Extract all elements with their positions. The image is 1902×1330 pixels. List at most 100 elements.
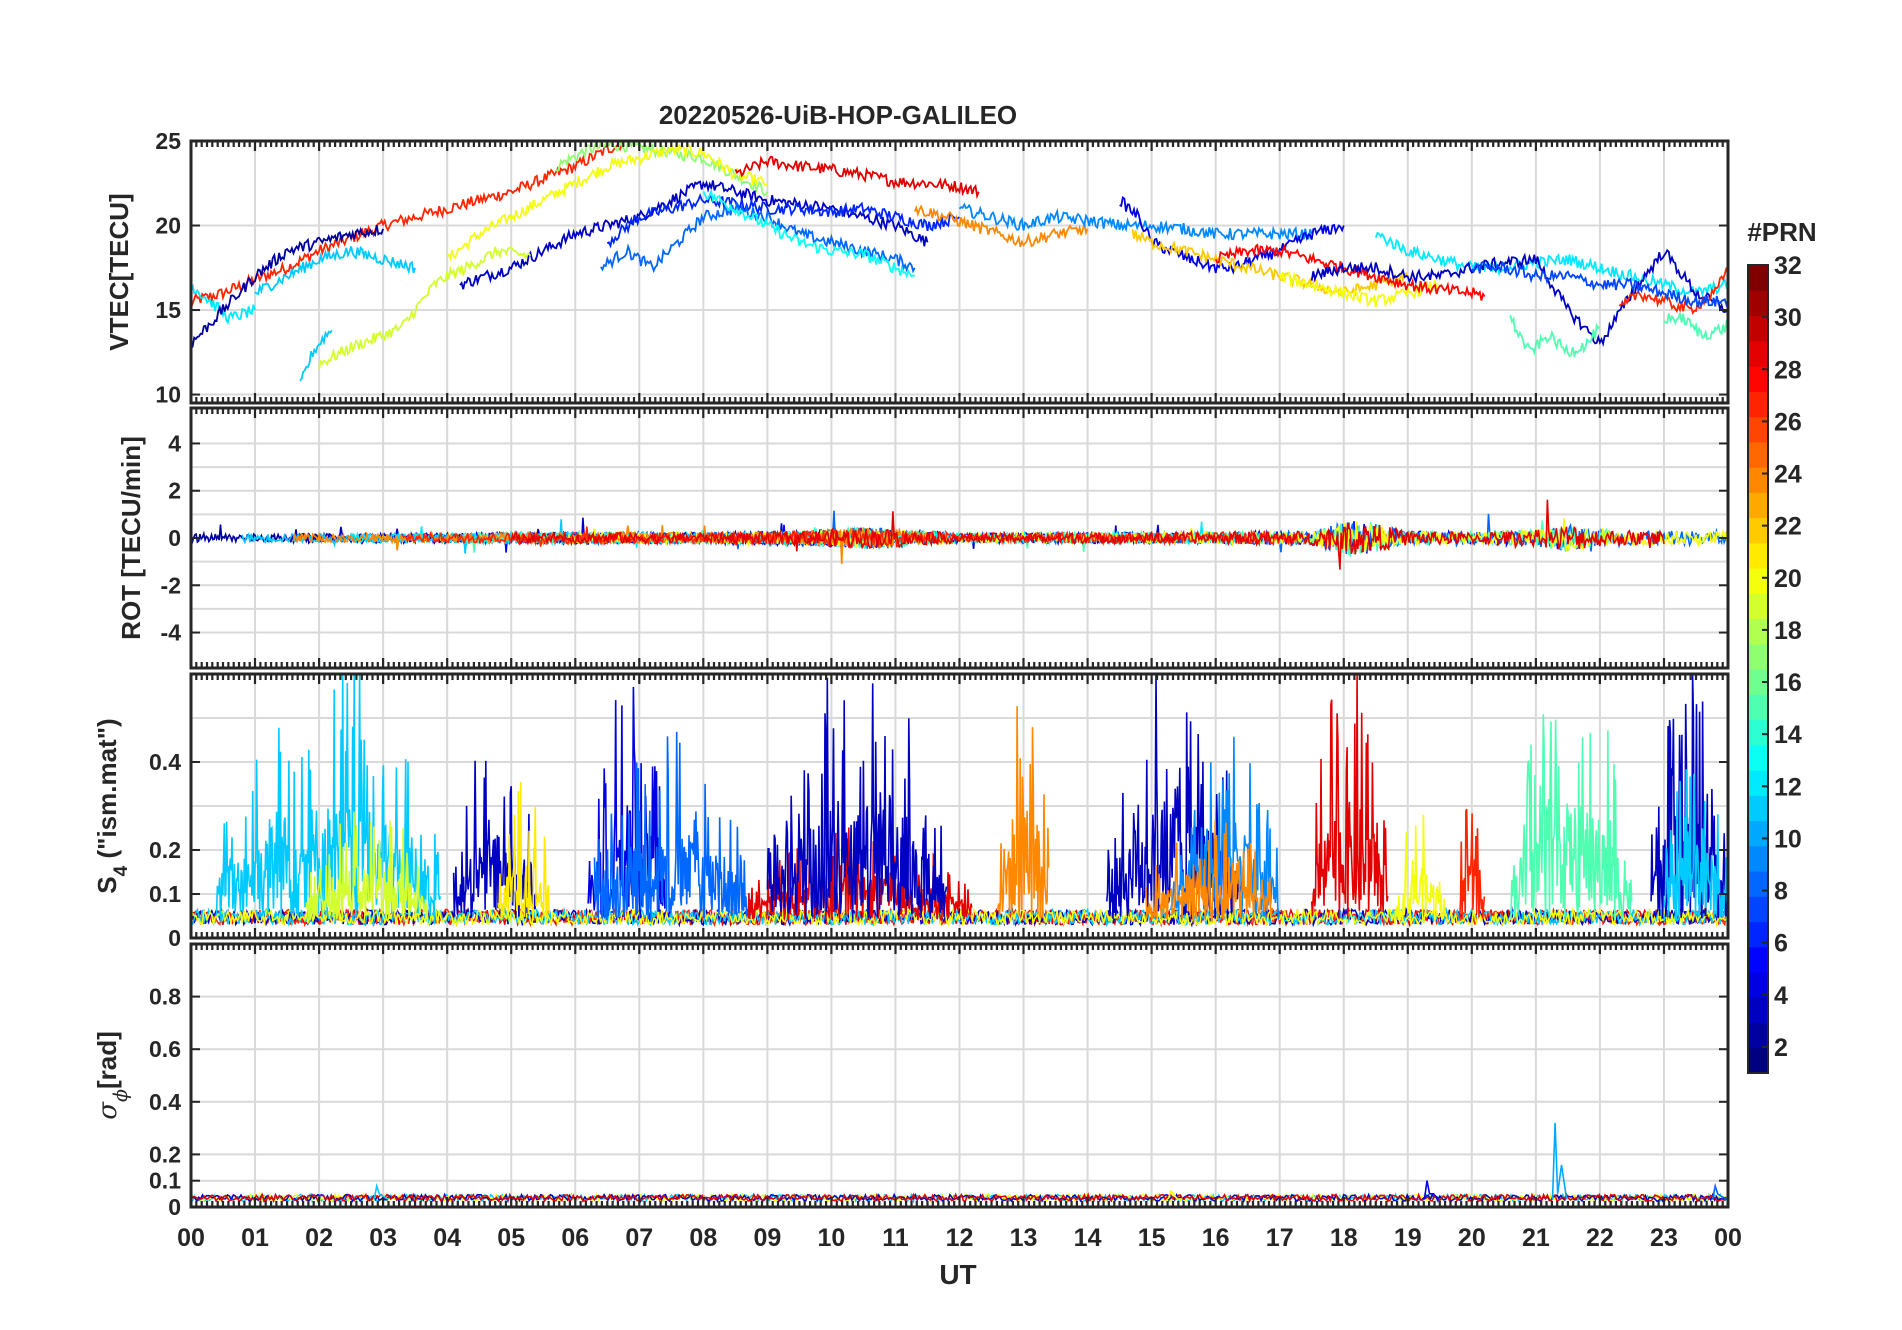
vtec-series-prn-7: [1471, 260, 1728, 308]
sigma-spike-prn-10: [1551, 1122, 1568, 1200]
y-tick-label: 0.4: [149, 749, 181, 775]
colorbar-segment: [1748, 871, 1768, 897]
s4-burst-prn-15: [1509, 714, 1633, 921]
colorbar-tick-label: 24: [1774, 461, 1802, 489]
vtec-series-prn-2: [191, 225, 384, 350]
x-tick-label: 18: [1330, 1224, 1358, 1252]
x-tick-label: 20: [1458, 1224, 1486, 1252]
x-tick-label: 16: [1202, 1224, 1230, 1252]
s4-burst-prn-24: [997, 706, 1050, 919]
x-tick-label: 12: [946, 1224, 974, 1252]
colorbar-segment: [1748, 896, 1768, 923]
vtec-series-prn-12: [1374, 231, 1728, 298]
vtec-series-prn-3: [1310, 248, 1728, 347]
y-tick-label: 20: [155, 213, 181, 239]
y-tick-label: 0.8: [149, 984, 181, 1010]
figure-title: 20220526-UiB-HOP-GALILEO: [659, 100, 1017, 130]
colorbar-segment: [1748, 265, 1768, 291]
colorbar-tick-label: 28: [1774, 356, 1802, 384]
vtec-series-prn-20: [1278, 270, 1441, 308]
x-tick-label: 00: [1714, 1224, 1742, 1252]
s4-burst-prn-24: [1144, 820, 1274, 923]
colorbar-segment: [1748, 315, 1768, 342]
y-tick-label: 2: [168, 478, 181, 504]
colorbar-tick-label: 14: [1774, 721, 1802, 749]
colorbar-tick-label: 8: [1774, 878, 1788, 906]
y-axis-label: VTEC[TECU]: [104, 193, 134, 350]
vtec-series-prn-12: [191, 284, 256, 325]
sigma-spike-prn-11: [373, 1182, 389, 1200]
colorbar-segment: [1748, 1022, 1768, 1049]
colorbar-segment: [1748, 719, 1768, 746]
x-tick-label: 17: [1266, 1224, 1294, 1252]
y-tick-label: 4: [168, 430, 181, 456]
y-axis-label: S4 ("ism.mat"): [92, 718, 132, 893]
x-minor-ticks: [189, 674, 1730, 938]
panels: 10 15 20 25 VTEC[TECU] -4 -2 0 2 4 ROT [TECU/min] 0…: [92, 128, 1730, 1220]
vtec-series-prn-22: [1131, 229, 1409, 297]
vtec-series-prn-4: [1119, 195, 1345, 275]
vtec-series-prn-3: [459, 180, 929, 290]
colorbar-segment: [1748, 694, 1768, 721]
x-tick-label: 00: [177, 1224, 205, 1252]
y-tick-label: 0: [168, 925, 181, 951]
vtec-series-prn-11: [299, 329, 333, 382]
colorbar-segment: [1748, 845, 1768, 872]
colorbar-segment: [1748, 492, 1768, 519]
y-tick-label: 0: [168, 1194, 181, 1220]
s4-burst-prn-3: [452, 760, 538, 919]
s4-burst-prn-21: [497, 781, 550, 921]
rot-series-prn-29: [510, 499, 1665, 570]
y-tick-label: 0.1: [149, 1168, 181, 1194]
colorbar-segment: [1748, 744, 1768, 771]
y-tick-label: -4: [161, 620, 182, 646]
y-tick-label: 25: [155, 128, 181, 154]
vtec-series-prn-11: [254, 245, 416, 296]
colorbar-tick-label: 12: [1774, 773, 1802, 801]
colorbar-segment: [1748, 820, 1768, 847]
colorbar-segment: [1748, 517, 1768, 544]
sigma-spike-prn-8: [1711, 1182, 1728, 1200]
x-tick-label: 15: [1138, 1224, 1166, 1252]
colorbar-segment: [1748, 1047, 1768, 1074]
panel-4: 00.10.2 0.4 0.6 0.8 σϕ[rad]: [92, 942, 1730, 1220]
y-tick-label: 15: [155, 297, 181, 323]
colorbar-segment: [1748, 946, 1768, 973]
rot-series-prn-24: [292, 525, 934, 565]
y-tick-label: 0.1: [149, 881, 181, 907]
sigma-spike-prn-20: [1167, 1189, 1183, 1200]
x-minor-ticks: [189, 944, 1730, 1207]
s4-baseline-prn-20: [191, 906, 1728, 928]
y-tick-label: 10: [155, 382, 181, 408]
colorbar-tick-label: 32: [1774, 252, 1802, 280]
y-tick-label: -2: [161, 572, 181, 598]
vtec-series-prn-20: [446, 142, 769, 262]
x-tick-label: 11: [882, 1224, 909, 1252]
s4-burst-prn-27: [1458, 808, 1486, 920]
vtec-series-prn-19: [318, 245, 532, 370]
y-tick-label: 0.2: [149, 1141, 181, 1167]
colorbar-segment: [1748, 795, 1768, 822]
colorbar-segment: [1748, 593, 1768, 620]
series-group: [191, 141, 1728, 382]
panel-2: -4 -2 0 2 4 ROT [TECU/min]: [116, 406, 1730, 670]
y-tick-label: 0.2: [149, 837, 181, 863]
colorbar-segment: [1748, 391, 1768, 418]
x-tick-label: 21: [1522, 1224, 1550, 1252]
colorbar-tick-label: 18: [1774, 617, 1802, 645]
colorbar-tick-label: 30: [1774, 304, 1802, 332]
colorbar-tick-label: 2: [1774, 1034, 1788, 1062]
s4-baseline-prn-11: [191, 906, 1728, 928]
x-tick-label: 04: [433, 1224, 461, 1252]
x-tick-label: 22: [1586, 1224, 1614, 1252]
vtec-series-prn-9: [958, 202, 1313, 243]
x-minor-ticks: [189, 141, 1730, 403]
vtec-series-prn-29: [734, 155, 980, 200]
x-tick-label: 06: [561, 1224, 589, 1252]
s4-burst-prn-19: [305, 811, 429, 921]
series-group: [191, 499, 1728, 570]
colorbar-segment: [1748, 770, 1768, 796]
vtec-series-prn-13: [702, 188, 916, 279]
x-tick-label: 09: [753, 1224, 781, 1252]
